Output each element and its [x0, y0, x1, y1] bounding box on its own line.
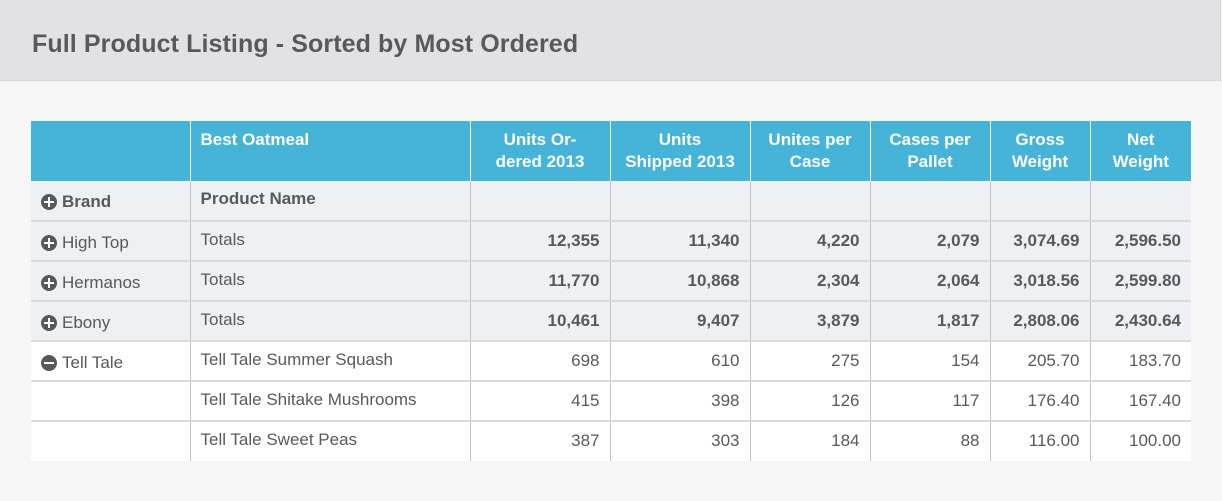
product-name-header: Product Name — [189, 181, 470, 221]
column-header-net-weight[interactable]: Net Weight — [1089, 121, 1191, 181]
units-shipped-cell: 398 — [609, 380, 750, 421]
table-row: Ebony Totals 10,461 9,407 3,879 1,817 2,… — [31, 300, 1191, 341]
plus-circle-icon[interactable] — [41, 275, 57, 291]
page-header: Full Product Listing - Sorted by Most Or… — [0, 0, 1221, 81]
column-header-cases-per-pallet[interactable]: Cases per Pallet — [869, 121, 990, 181]
brand-label: High Top — [62, 233, 129, 252]
net-weight-cell: 2,430.64 — [1089, 300, 1191, 341]
brand-cell-hermanos[interactable]: Hermanos — [31, 260, 190, 301]
units-per-case-cell: 126 — [749, 380, 870, 421]
units-ordered-cell: 415 — [469, 380, 610, 421]
product-name-cell: Tell Tale Sweet Peas — [189, 420, 470, 461]
brand-cell-high-top[interactable]: High Top — [31, 220, 190, 261]
gross-weight-cell: 3,074.69 — [989, 220, 1090, 261]
column-header-units-ordered[interactable]: Units Or- dered 2013 — [469, 121, 610, 181]
brand-header-label: Brand — [62, 192, 112, 211]
group-header-row: Brand Product Name — [31, 181, 1191, 221]
gross-weight-cell: 205.70 — [989, 340, 1090, 381]
units-ordered-cell: 387 — [469, 420, 610, 461]
brand-label: Ebony — [62, 313, 111, 332]
units-shipped-cell: 610 — [609, 340, 750, 381]
empty-cell — [1089, 181, 1191, 221]
net-weight-cell: 2,599.80 — [1089, 260, 1191, 301]
brand-cell-empty — [31, 420, 190, 461]
gross-weight-cell: 176.40 — [989, 380, 1090, 421]
product-table: Best Oatmeal Units Or- dered 2013 Units … — [31, 121, 1191, 461]
net-weight-cell: 183.70 — [1089, 340, 1191, 381]
cases-per-pallet-cell: 2,064 — [869, 260, 990, 301]
table-row: High Top Totals 12,355 11,340 4,220 2,07… — [31, 220, 1191, 261]
empty-cell — [469, 181, 610, 221]
plus-circle-icon[interactable] — [41, 235, 57, 251]
table-row: Hermanos Totals 11,770 10,868 2,304 2,06… — [31, 260, 1191, 301]
units-ordered-cell: 11,770 — [469, 260, 610, 301]
net-weight-cell: 167.40 — [1089, 380, 1191, 421]
gross-weight-cell: 3,018.56 — [989, 260, 1090, 301]
minus-circle-icon[interactable] — [41, 355, 57, 371]
empty-cell — [609, 181, 750, 221]
units-per-case-cell: 275 — [749, 340, 870, 381]
table-header-row: Best Oatmeal Units Or- dered 2013 Units … — [31, 121, 1191, 181]
net-weight-cell: 2,596.50 — [1089, 220, 1191, 261]
product-name-cell: Tell Tale Shitake Mushrooms — [189, 380, 470, 421]
cases-per-pallet-cell: 2,079 — [869, 220, 990, 261]
brand-label: Tell Tale — [62, 353, 124, 372]
units-shipped-cell: 10,868 — [609, 260, 750, 301]
cases-per-pallet-cell: 88 — [869, 420, 990, 461]
product-name-cell: Totals — [189, 220, 470, 261]
plus-circle-icon[interactable] — [41, 315, 57, 331]
units-shipped-cell: 11,340 — [609, 220, 750, 261]
page-title: Full Product Listing - Sorted by Most Or… — [32, 30, 579, 58]
column-header-units-per-case[interactable]: Unites per Case — [749, 121, 870, 181]
gross-weight-cell: 2,808.06 — [989, 300, 1090, 341]
units-per-case-cell: 2,304 — [749, 260, 870, 301]
net-weight-cell: 100.00 — [1089, 420, 1191, 461]
brand-group-header[interactable]: Brand — [31, 181, 190, 221]
units-ordered-cell: 10,461 — [469, 300, 610, 341]
plus-circle-icon[interactable] — [41, 194, 57, 210]
cases-per-pallet-cell: 1,817 — [869, 300, 990, 341]
empty-cell — [869, 181, 990, 221]
column-header-units-shipped[interactable]: Units Shipped 2013 — [609, 121, 750, 181]
units-shipped-cell: 9,407 — [609, 300, 750, 341]
cases-per-pallet-cell: 117 — [869, 380, 990, 421]
column-header-best-oatmeal[interactable]: Best Oatmeal — [189, 121, 470, 181]
units-ordered-cell: 698 — [469, 340, 610, 381]
units-shipped-cell: 303 — [609, 420, 750, 461]
units-per-case-cell: 184 — [749, 420, 870, 461]
brand-cell-ebony[interactable]: Ebony — [31, 300, 190, 341]
product-name-cell: Tell Tale Summer Squash — [189, 340, 470, 381]
units-per-case-cell: 3,879 — [749, 300, 870, 341]
gross-weight-cell: 116.00 — [989, 420, 1090, 461]
brand-cell-empty — [31, 380, 190, 421]
brand-cell-tell-tale[interactable]: Tell Tale — [31, 340, 190, 381]
brand-label: Hermanos — [62, 273, 141, 292]
table-row: Tell Tale Tell Tale Summer Squash 698 61… — [31, 340, 1191, 381]
empty-cell — [989, 181, 1090, 221]
units-per-case-cell: 4,220 — [749, 220, 870, 261]
product-name-cell: Totals — [189, 260, 470, 301]
table-row: Tell Tale Sweet Peas 387 303 184 88 116.… — [31, 420, 1191, 461]
column-header-brand — [31, 121, 190, 181]
cases-per-pallet-cell: 154 — [869, 340, 990, 381]
column-header-gross-weight[interactable]: Gross Weight — [989, 121, 1090, 181]
table-row: Tell Tale Shitake Mushrooms 415 398 126 … — [31, 380, 1191, 421]
empty-cell — [749, 181, 870, 221]
units-ordered-cell: 12,355 — [469, 220, 610, 261]
product-name-cell: Totals — [189, 300, 470, 341]
